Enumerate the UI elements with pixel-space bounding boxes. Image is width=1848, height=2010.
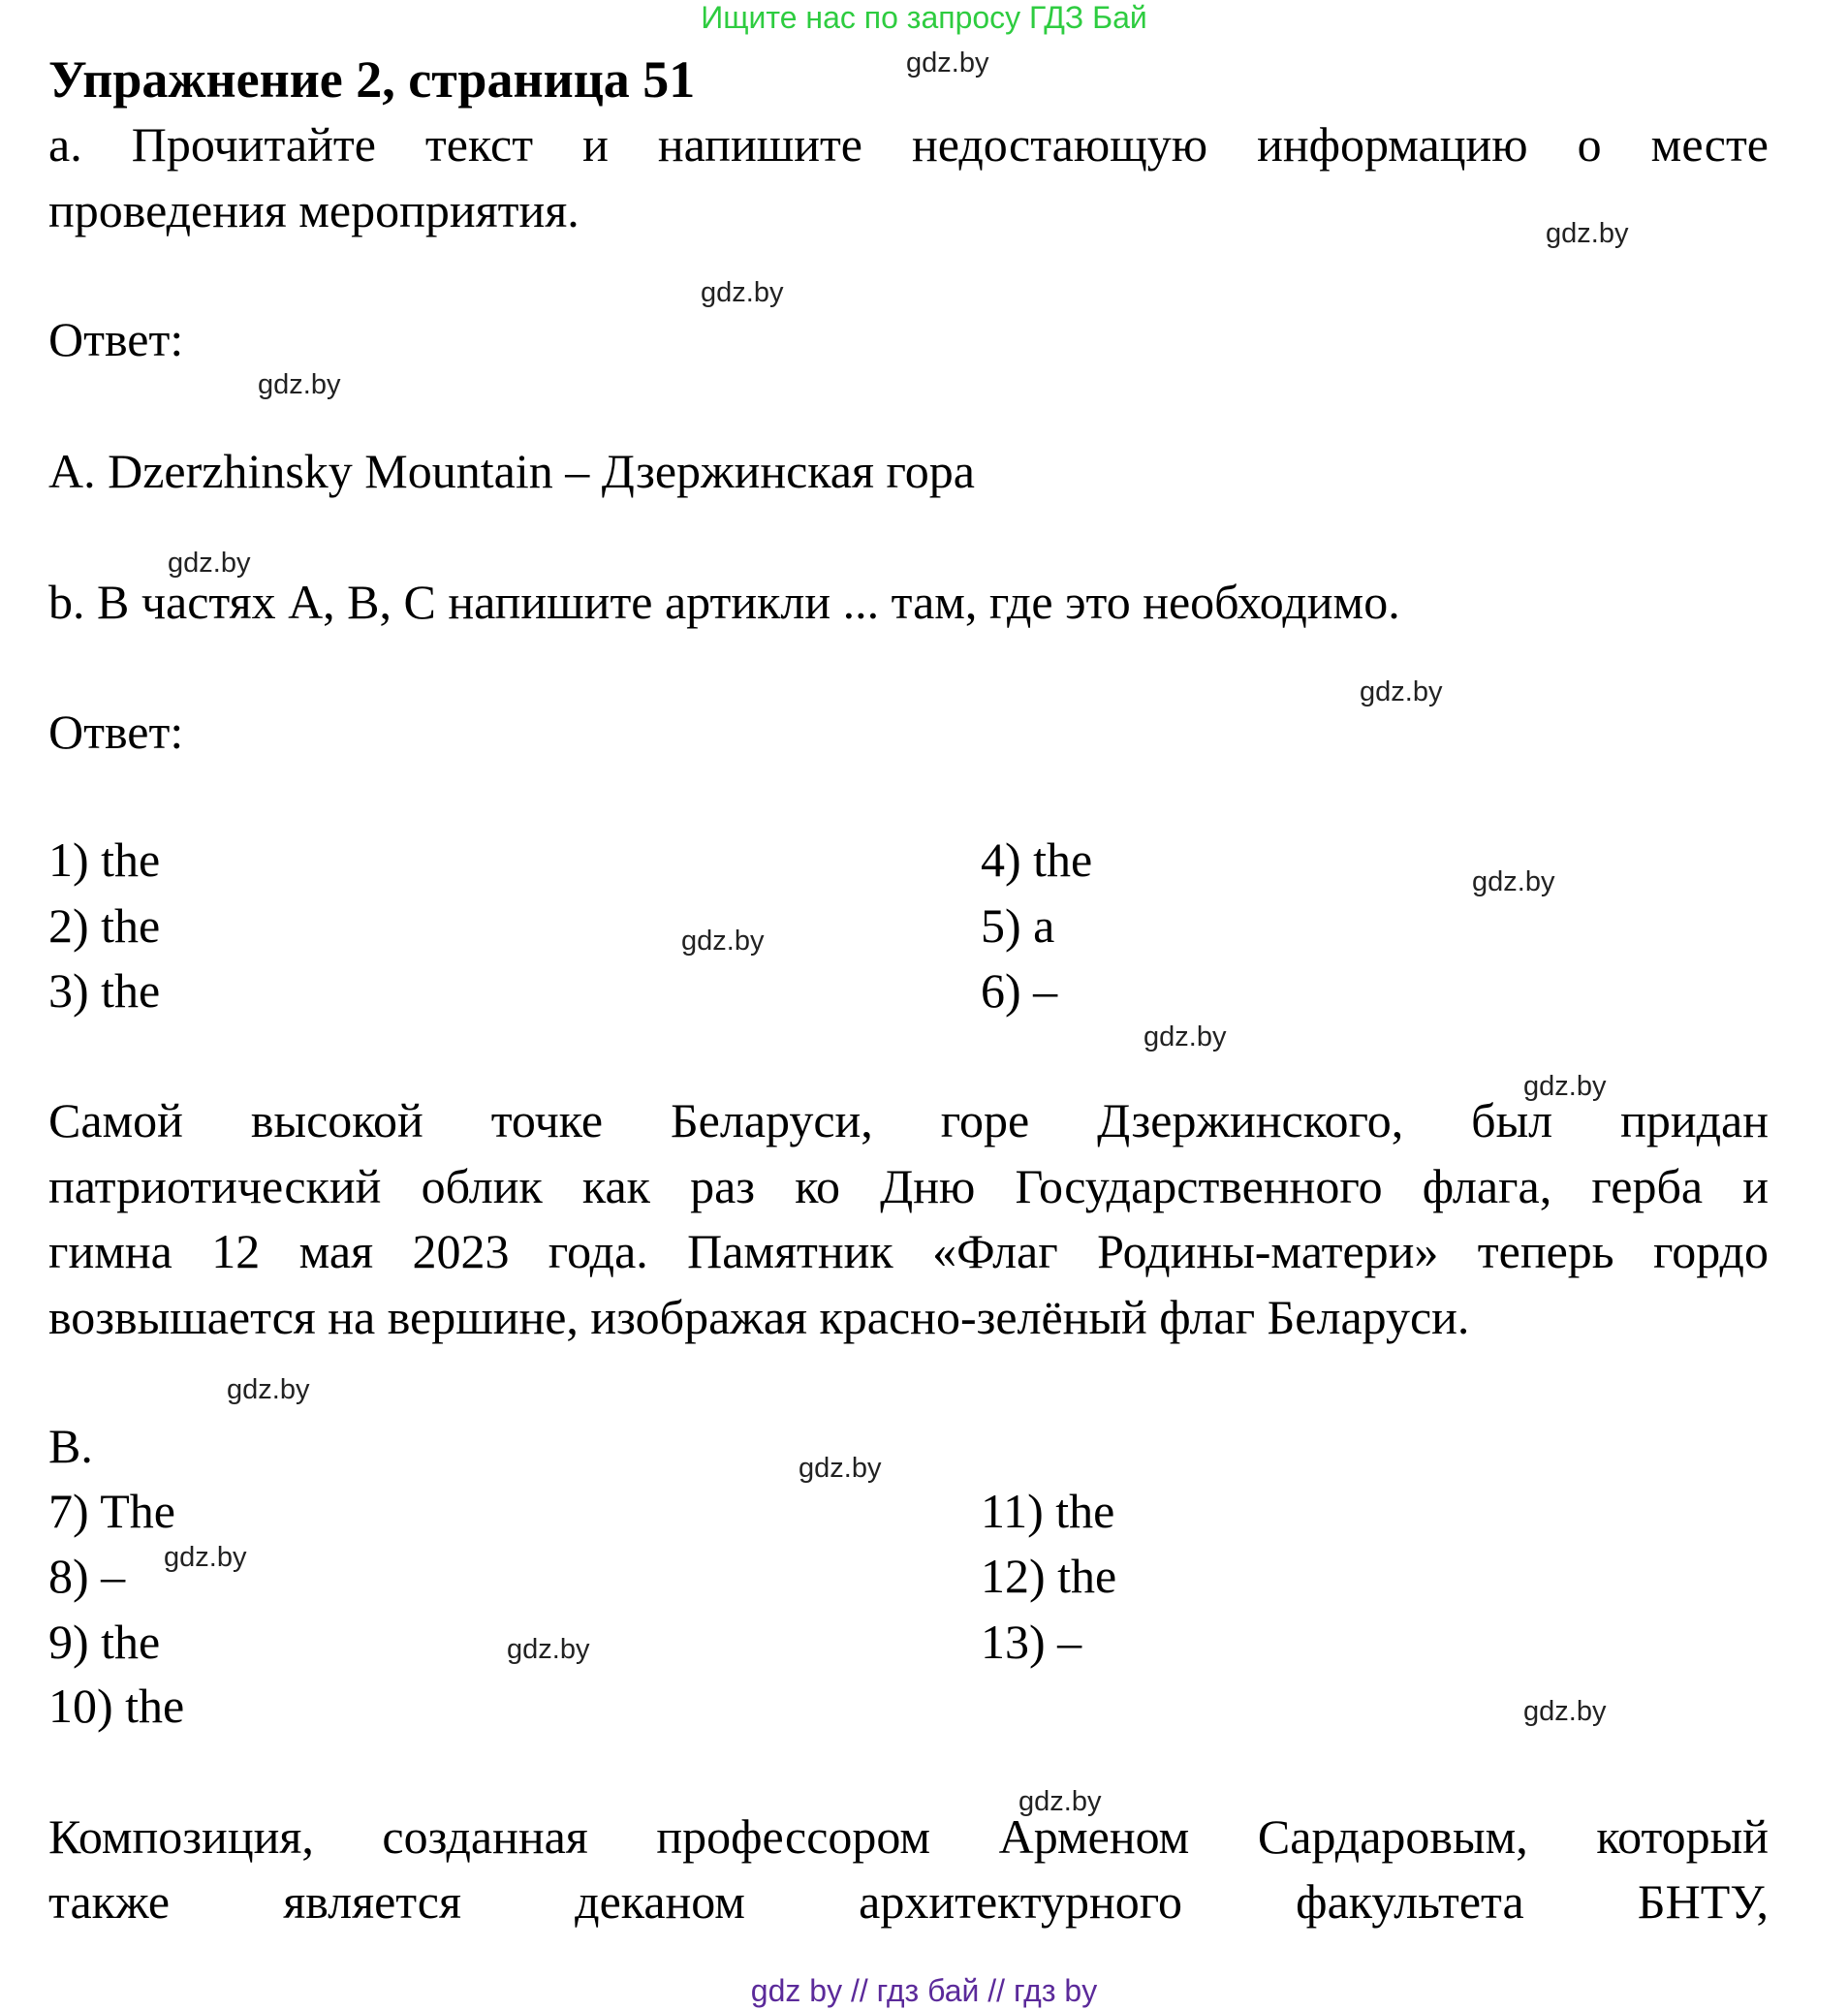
answer-item: 12) the: [981, 1549, 1117, 1603]
watermark: gdz.by: [258, 369, 341, 400]
task-a-line-1: a. Прочитайте текст и напишите недостающ…: [48, 117, 1769, 172]
answer-item: 9) the: [48, 1615, 161, 1669]
answer-item: 2) the: [48, 898, 161, 953]
paragraph-b-line: Композиция, созданная профессором Армено…: [48, 1809, 1769, 1864]
answer-item: 1) the: [48, 832, 161, 887]
paragraph-a-line: возвышается на вершине, изображая красно…: [48, 1290, 1470, 1344]
footer-links: gdz by // гдз бай // гдз by: [750, 1973, 1098, 2008]
watermark: gdz.by: [1472, 866, 1555, 897]
answer-item: 4) the: [981, 832, 1093, 887]
paragraph-a-line: патриотический облик как раз ко Дню Госу…: [48, 1159, 1769, 1213]
watermark: gdz.by: [681, 926, 765, 957]
answer-item: 10) the: [48, 1679, 185, 1733]
task-a-line-2: проведения мероприятия.: [48, 183, 579, 237]
watermark: gdz.by: [507, 1634, 590, 1665]
answer-item: 8) –: [48, 1549, 126, 1603]
paragraph-b-line: также является деканом архитектурного фа…: [48, 1874, 1769, 1929]
watermark: gdz.by: [1523, 1696, 1607, 1727]
watermark: gdz.by: [164, 1542, 247, 1573]
part-b-label: B.: [48, 1419, 93, 1473]
watermark: gdz.by: [799, 1453, 882, 1484]
page-title: Упражнение 2, страница 51: [48, 50, 696, 109]
answer-item: 11) the: [981, 1484, 1115, 1538]
answer-item: 13) –: [981, 1615, 1082, 1669]
watermark: gdz.by: [701, 277, 784, 308]
answer-a: A. Dzerzhinsky Mountain – Дзержинская го…: [48, 444, 975, 498]
answer-item: 6) –: [981, 963, 1058, 1018]
watermark: gdz.by: [168, 548, 251, 579]
search-banner: Ищите нас по запросу ГДЗ Бай: [701, 0, 1147, 35]
answer-label: Ответ:: [48, 312, 184, 366]
watermark: gdz.by: [1360, 676, 1443, 707]
answer-item: 5) a: [981, 898, 1055, 953]
paragraph-a-line: Самой высокой точке Беларуси, горе Дзерж…: [48, 1093, 1769, 1147]
paragraph-a-line: гимна 12 мая 2023 года. Памятник «Флаг Р…: [48, 1224, 1769, 1278]
answer-label: Ответ:: [48, 705, 184, 759]
watermark: gdz.by: [1523, 1071, 1607, 1102]
task-b: b. В частях A, B, C напишите артикли ...…: [48, 575, 1400, 629]
watermark: gdz.by: [1018, 1786, 1102, 1817]
answer-item: 3) the: [48, 963, 161, 1018]
watermark: gdz.by: [906, 47, 989, 79]
watermark: gdz.by: [1546, 218, 1629, 249]
answer-item: 7) The: [48, 1484, 175, 1538]
watermark: gdz.by: [1143, 1021, 1227, 1052]
watermark: gdz.by: [227, 1374, 310, 1405]
